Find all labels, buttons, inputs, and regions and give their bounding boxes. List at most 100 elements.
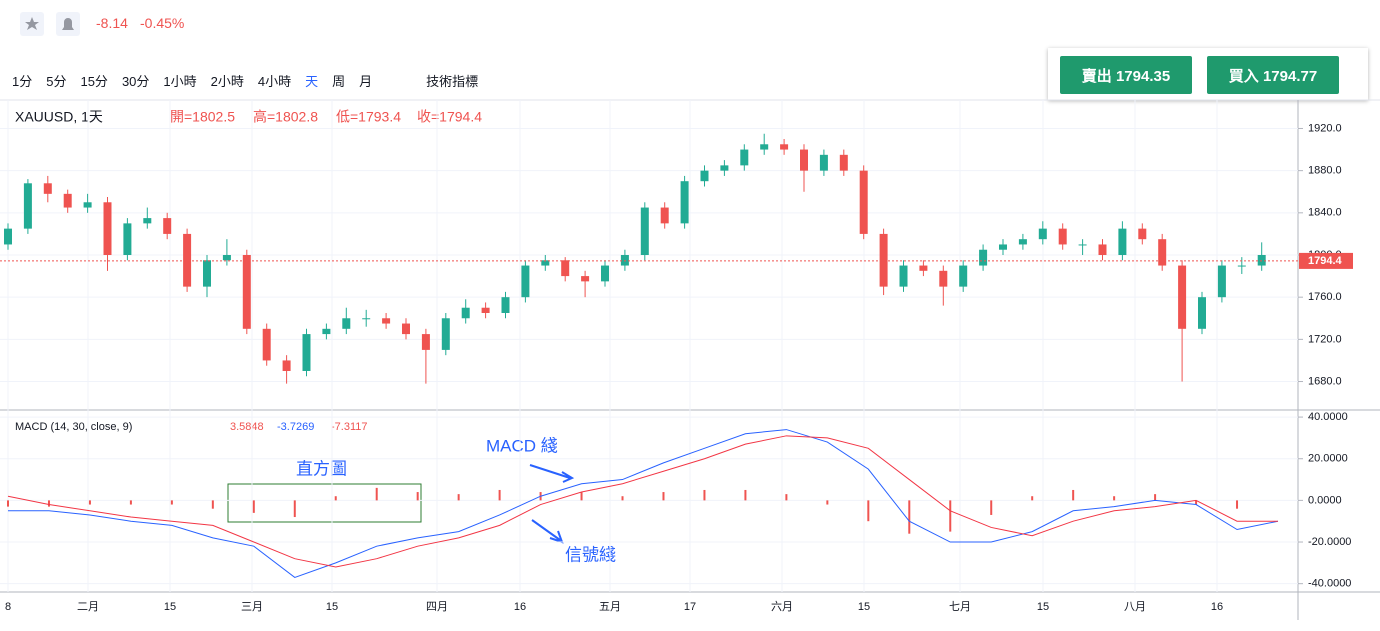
candle-body [1098, 244, 1107, 255]
interval-button[interactable]: 月 [359, 73, 373, 89]
interval-button[interactable]: 5分 [46, 73, 67, 89]
candle-body [680, 181, 689, 224]
interval-button[interactable]: 天 [305, 73, 319, 89]
macd-line [7, 435, 1278, 568]
candle-body [541, 260, 550, 266]
x-tick-label: 六月 [771, 600, 793, 613]
x-tick-label: 二月 [77, 601, 99, 613]
candle-body [63, 193, 72, 208]
candle-body [899, 265, 908, 287]
x-tick-label: 15 [1037, 601, 1049, 613]
x-tick-label: 15 [326, 601, 338, 613]
candle-body [342, 318, 351, 329]
y-tick-label: -40.0000 [1308, 578, 1351, 590]
candle-body [163, 218, 172, 234]
candle-body [879, 233, 888, 287]
candle-body [143, 218, 152, 224]
candle-body [43, 183, 52, 194]
x-tick-label: 15 [164, 601, 176, 613]
macd-value: 3.5848 [230, 421, 264, 433]
legend-symbol: XAUUSD, 1天 [15, 109, 103, 125]
candle-body [999, 244, 1007, 250]
indicators-button[interactable]: 技術指標 [426, 73, 479, 89]
macd-title: MACD (14, 30, close, 9) [15, 421, 132, 433]
candle-body [939, 270, 948, 287]
candle-body [262, 328, 271, 361]
candle-body [1018, 239, 1027, 245]
candle-body [421, 334, 430, 350]
macd-value: -3.7269 [277, 421, 314, 433]
candle-body [760, 144, 769, 150]
y-tick-label: 40.0000 [1308, 411, 1348, 423]
x-tick-label: 四月 [426, 601, 448, 613]
candle-body [501, 297, 510, 313]
y-tick-label: 1680.0 [1308, 375, 1342, 387]
candle-body [222, 255, 231, 261]
candle-body [302, 334, 311, 371]
x-tick-label: 16 [514, 601, 526, 613]
macd-value: -7.3117 [331, 421, 368, 433]
candle-body [919, 265, 928, 271]
legend-close: 收=1794.4 [417, 109, 482, 125]
x-tick-label: 17 [684, 601, 696, 613]
candle-body [481, 307, 490, 313]
x-tick-label: 八月 [1124, 601, 1146, 613]
candle-body [839, 154, 848, 171]
candle-body [441, 318, 450, 350]
macd-line [8, 429, 1279, 578]
candle-body [1178, 265, 1187, 329]
interval-button[interactable]: 15分 [80, 73, 108, 89]
candle-body [382, 318, 391, 324]
interval-button[interactable]: 1小時 [163, 73, 197, 89]
x-tick-label: 五月 [599, 601, 621, 613]
candle-body [1257, 255, 1266, 266]
interval-button[interactable]: 周 [332, 73, 346, 89]
candle-body [1138, 228, 1147, 240]
candle-body [23, 183, 32, 229]
candle-body [780, 144, 789, 150]
candle-body [4, 228, 12, 245]
y-tick-label: 1720.0 [1308, 333, 1342, 345]
x-tick-label: 16 [1211, 601, 1223, 613]
candle-body [103, 202, 112, 255]
buy-button[interactable]: 買入 1794.77 [1207, 56, 1339, 94]
candle-body [660, 207, 669, 224]
candle-body [700, 170, 709, 182]
sell-button[interactable]: 賣出 1794.35 [1060, 56, 1192, 94]
interval-button[interactable]: 1分 [12, 73, 33, 89]
candle-body [581, 276, 590, 282]
candle-body [83, 202, 92, 208]
candle-body [1158, 239, 1167, 266]
x-tick-label: 15 [858, 601, 870, 613]
candle-body [402, 323, 410, 335]
candle-body [362, 318, 371, 320]
y-tick-label: -20.0000 [1308, 536, 1351, 548]
annotation: MACD 綫 [486, 436, 558, 455]
legend-low: 低=1793.4 [336, 109, 401, 125]
interval-button[interactable]: 30分 [121, 73, 150, 89]
candle-body [521, 265, 530, 298]
candle-body [1198, 297, 1206, 329]
histogram-box [227, 483, 422, 523]
y-tick-label: 1840.0 [1308, 207, 1342, 219]
header-icons [20, 12, 80, 36]
candle-body [601, 265, 609, 282]
candle-body [322, 328, 331, 335]
interval-button[interactable]: 4小時 [257, 73, 292, 89]
candle-body [1237, 265, 1246, 267]
candle-body [859, 170, 868, 234]
candle-body [620, 255, 629, 266]
y-tick-label: 0.0000 [1308, 494, 1342, 506]
candle-body [123, 223, 132, 255]
price-change-pct: -0.45% [140, 15, 185, 31]
x-tick-label: 三月 [241, 601, 263, 613]
y-tick-label: 1880.0 [1308, 165, 1342, 177]
interval-button[interactable]: 2小時 [210, 73, 244, 89]
candle-body [640, 207, 649, 255]
candle-body [183, 233, 192, 287]
header: -8.14 -0.45% [0, 0, 1380, 48]
toolbar: 1分 5分 15分 30分 1小時 2小時 4小時天周月 技術指標 [0, 62, 478, 98]
candle-body [1217, 265, 1226, 298]
